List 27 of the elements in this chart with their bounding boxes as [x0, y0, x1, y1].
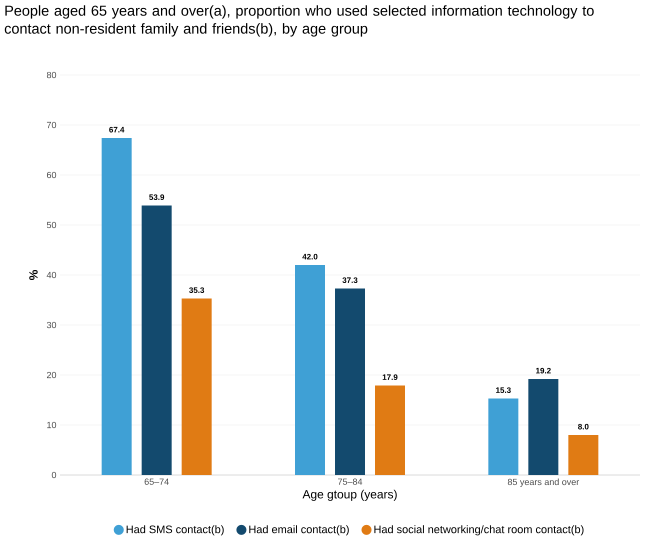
bar	[568, 435, 598, 475]
bar	[488, 398, 518, 475]
y-tick-label: 80	[46, 72, 56, 78]
y-tick-label: 60	[46, 172, 56, 178]
bar	[182, 298, 212, 475]
legend-label: Had social networking/chat room contact(b)	[374, 525, 584, 536]
x-tick-label: 85 years and over	[508, 478, 580, 487]
bar	[528, 379, 558, 475]
bar	[102, 138, 132, 475]
y-tick-label: 0	[52, 472, 56, 478]
legend-label: Had SMS contact(b)	[126, 525, 224, 536]
y-tick-label: 40	[46, 272, 56, 278]
y-tick-label: 70	[46, 122, 56, 128]
x-tick-label: 65–74	[144, 478, 169, 485]
legend-label: Had email contact(b)	[249, 525, 349, 536]
x-axis-title: Age gtoup (years)	[302, 490, 397, 501]
chart-title: People aged 65 years and over(a), proportion who used selected information technology to contact non-resident family and friends(b), by age group	[4, 5, 594, 37]
y-tick-label: 30	[46, 322, 56, 328]
bar	[375, 386, 406, 475]
y-tick-label: 10	[47, 422, 56, 428]
bar	[142, 206, 172, 475]
y-axis-title: %	[29, 270, 38, 280]
x-tick-label: 75–84	[338, 478, 362, 485]
y-tick-label: 50	[46, 222, 56, 228]
bar	[295, 265, 326, 475]
bar	[335, 288, 366, 475]
y-tick-label: 20	[46, 372, 56, 378]
